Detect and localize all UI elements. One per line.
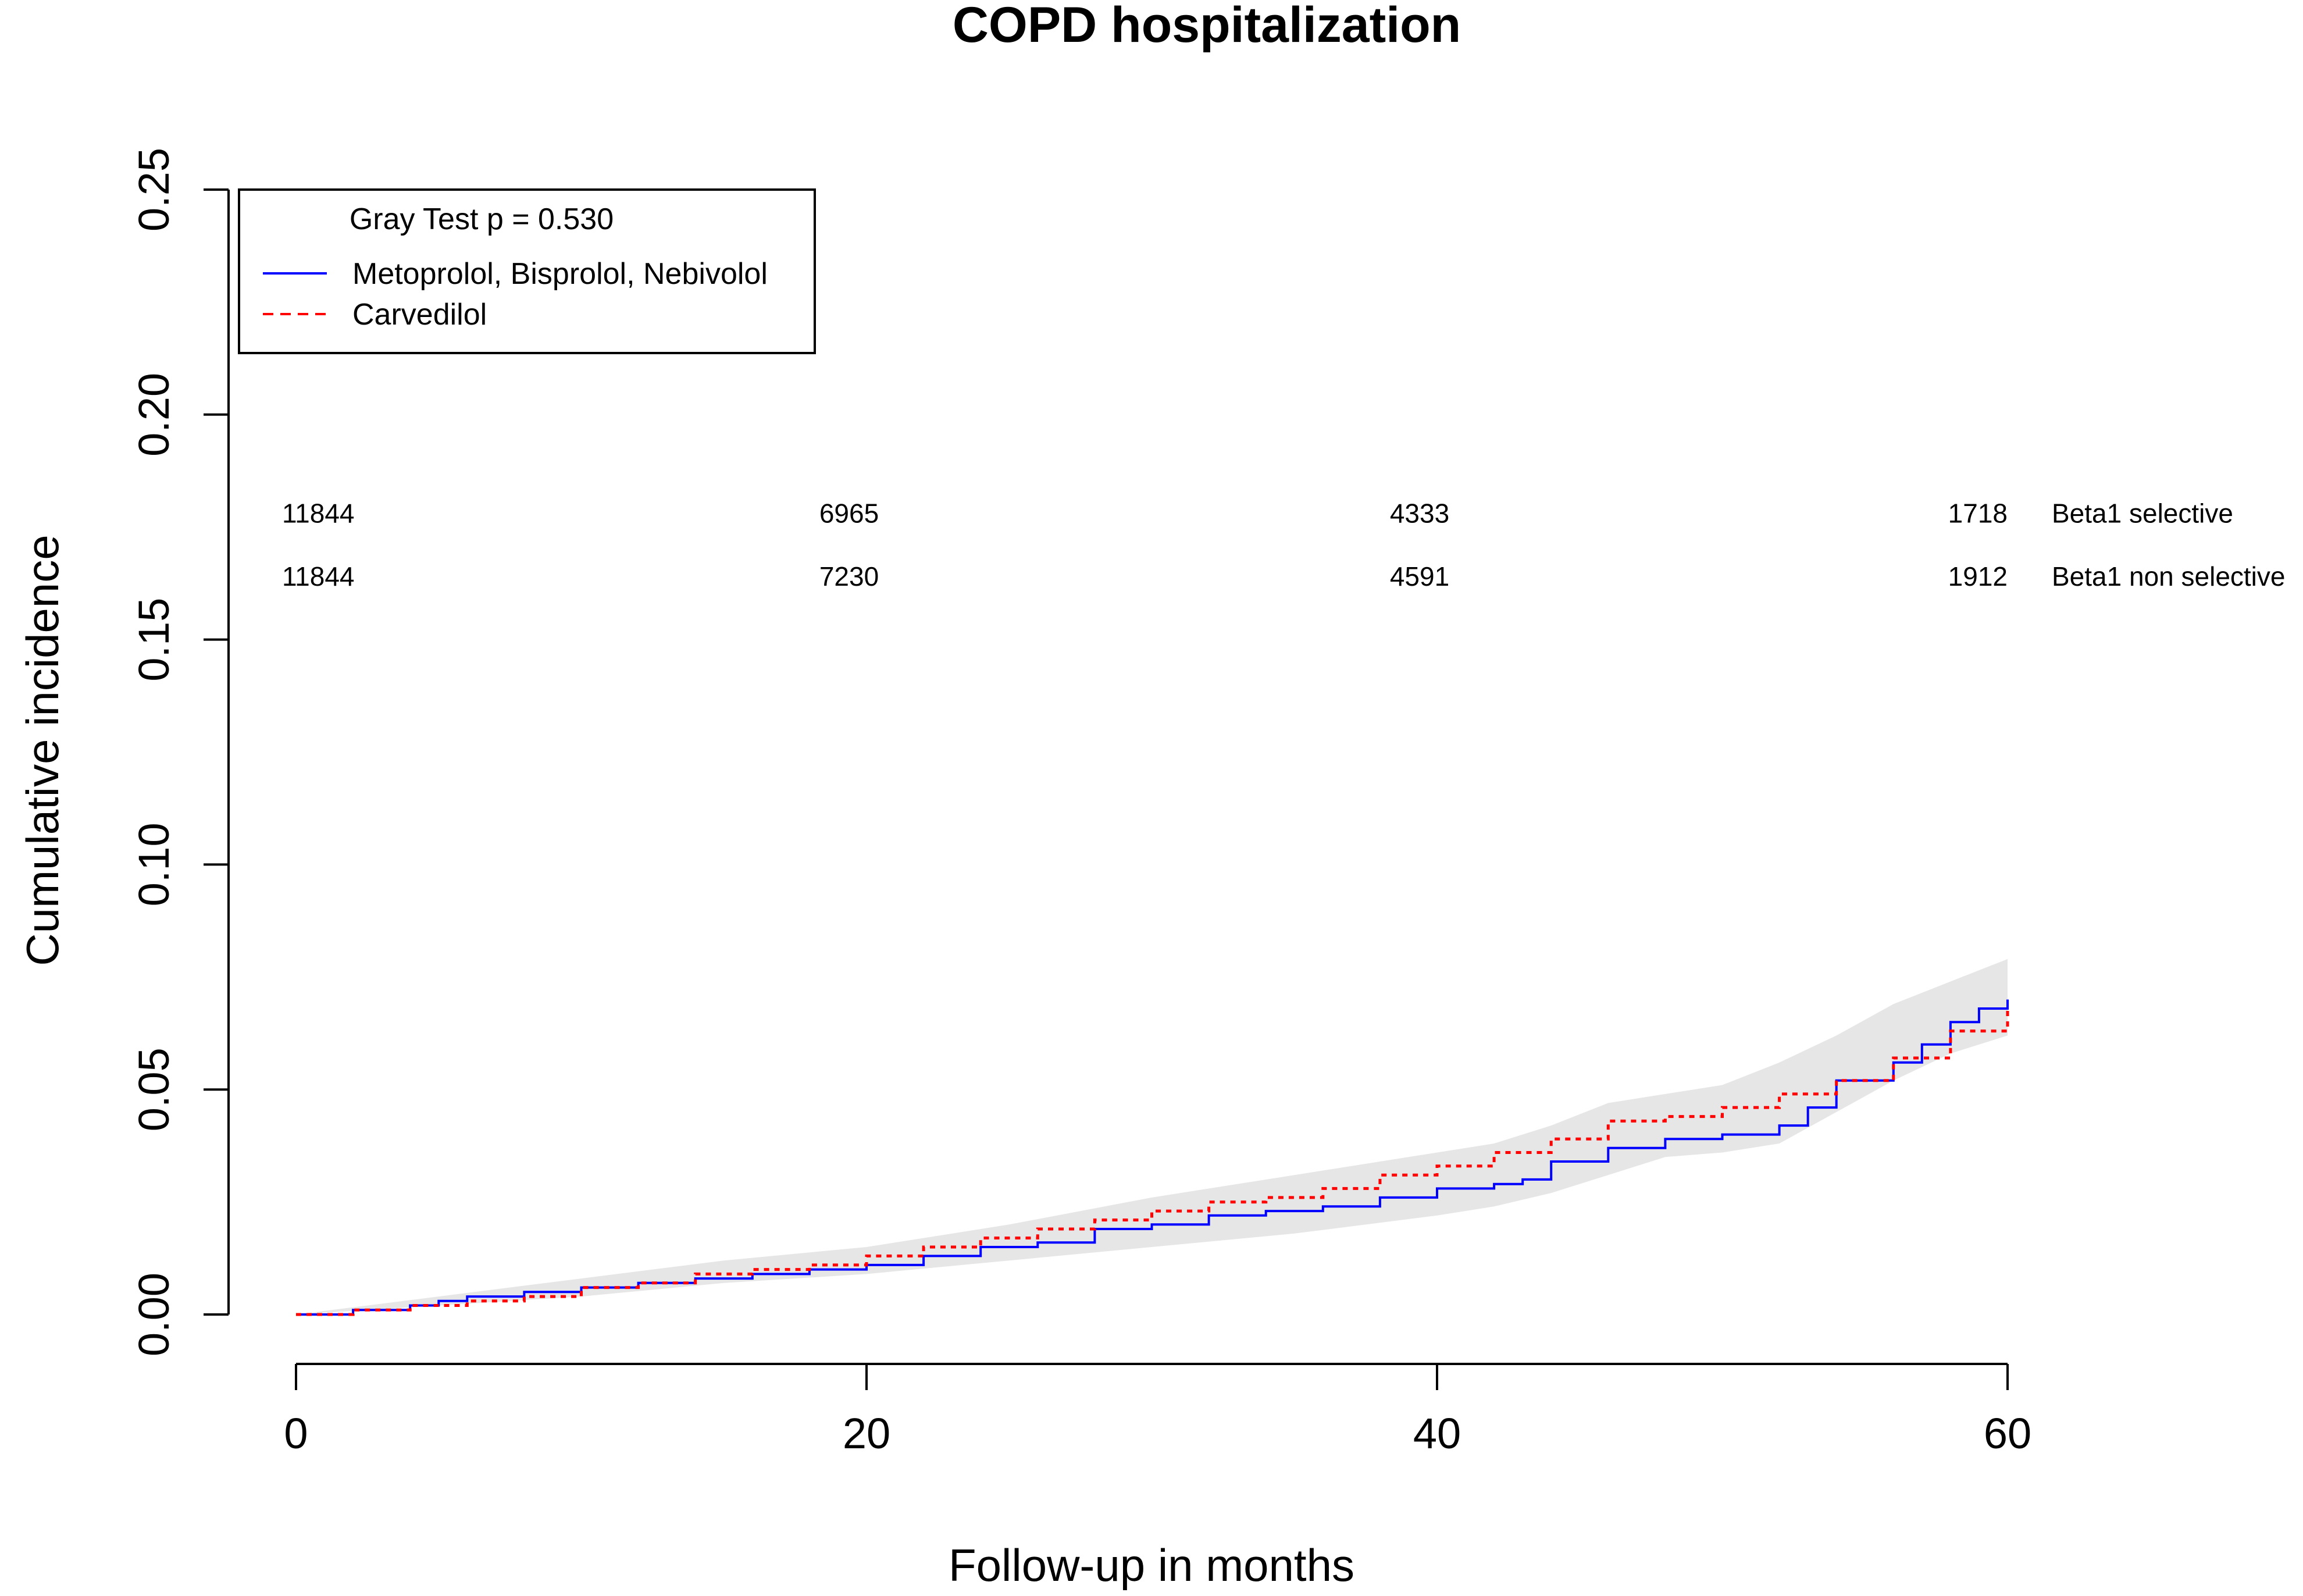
risk-count: 11844 bbox=[282, 498, 355, 528]
y-tick-label: 0.20 bbox=[130, 373, 178, 457]
legend: Gray Test p = 0.530 Metoprolol, Bisprolo… bbox=[238, 188, 816, 354]
y-tick-label: 0.00 bbox=[130, 1273, 178, 1356]
risk-count: 11844 bbox=[282, 561, 355, 592]
series-line-metoprolol bbox=[296, 999, 2009, 1316]
series-line-carvedilol bbox=[296, 1009, 2009, 1316]
legend-box bbox=[238, 188, 816, 354]
legend-title: Gray Test p = 0.530 bbox=[350, 202, 614, 236]
y-axis-label: Cumulative incidence bbox=[17, 535, 68, 966]
risk-count: 7230 bbox=[819, 561, 879, 592]
risk-row-label: Beta1 selective bbox=[2052, 498, 2233, 528]
legend-label-metoprolol: Metoprolol, Bisprolol, Nebivolol bbox=[352, 257, 768, 291]
x-axis-label: Follow-up in months bbox=[949, 1540, 1354, 1591]
x-axis: 0 20 40 60 bbox=[284, 1363, 2031, 1458]
risk-table: 11844 6965 4333 1718 Beta1 selective 11844 723… bbox=[282, 498, 2286, 591]
y-axis: 0.00 0.05 0.10 0.15 0.20 0.25 bbox=[130, 148, 230, 1356]
risk-count: 4333 bbox=[1390, 498, 1449, 528]
x-tick-label: 0 bbox=[284, 1409, 308, 1458]
x-tick-label: 20 bbox=[843, 1409, 890, 1458]
confidence-band-layer bbox=[296, 959, 2008, 1314]
x-tick-label: 40 bbox=[1413, 1409, 1461, 1458]
risk-count: 1912 bbox=[1948, 561, 2008, 592]
chart-title: COPD hospitalization bbox=[953, 0, 1461, 53]
confidence-band bbox=[296, 959, 2008, 1314]
y-tick-label: 0.05 bbox=[130, 1048, 178, 1131]
risk-count: 4591 bbox=[1390, 561, 1449, 592]
risk-count: 6965 bbox=[819, 498, 879, 528]
risk-row-label: Beta1 non selective bbox=[2052, 561, 2286, 592]
risk-count: 1718 bbox=[1948, 498, 2008, 528]
y-tick-label: 0.25 bbox=[130, 148, 178, 231]
legend-label-carvedilol: Carvedilol bbox=[352, 298, 487, 332]
y-tick-label: 0.10 bbox=[130, 822, 178, 906]
series-layer bbox=[296, 999, 2009, 1316]
y-tick-label: 0.15 bbox=[130, 598, 178, 682]
x-tick-label: 60 bbox=[1984, 1409, 2031, 1458]
